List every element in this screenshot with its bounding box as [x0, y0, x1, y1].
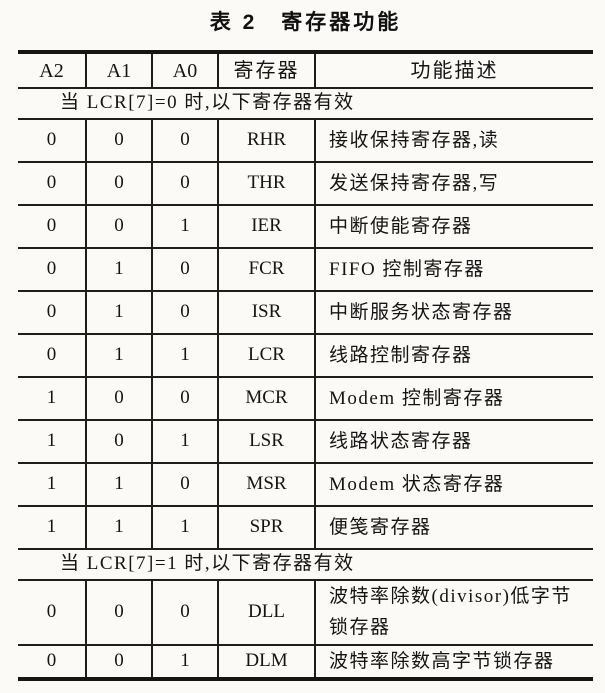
addr-a0-cell: 1	[152, 204, 219, 249]
table-row: 0 1 0 ISR 中断服务状态寄存器	[18, 290, 593, 335]
table-header-row: A2 A1 A0 寄存器 功能描述	[18, 51, 593, 89]
description-cell: 线路状态寄存器	[315, 419, 593, 464]
register-name-cell: DLM	[218, 643, 316, 681]
register-name-cell: FCR	[218, 247, 316, 292]
addr-a2-cell: 1	[18, 419, 87, 464]
addr-a2-cell: 0	[18, 204, 87, 249]
addr-a0-cell: 0	[152, 290, 219, 335]
addr-a0-cell: 0	[152, 247, 219, 292]
addr-a0-cell: 0	[152, 118, 219, 163]
register-name-cell: ISR	[218, 290, 316, 335]
table-row: 1 1 1 SPR 便笺寄存器	[18, 505, 593, 550]
column-header-a1: A1	[86, 51, 153, 89]
table-row: 0 0 0 THR 发送保持寄存器,写	[18, 161, 593, 206]
addr-a2-cell: 0	[18, 118, 87, 163]
addr-a2-cell: 0	[18, 333, 87, 378]
section-row-lcr7-0: 当 LCR[7]=0 时,以下寄存器有效	[18, 87, 593, 120]
description-cell: 便笺寄存器	[315, 505, 593, 550]
addr-a2-cell: 1	[18, 376, 87, 421]
table-row: 0 0 0 DLL 波特率除数(divisor)低字节锁存器	[18, 579, 593, 646]
column-header-register: 寄存器	[218, 51, 316, 89]
table-row: 0 0 1 IER 中断使能寄存器	[18, 204, 593, 249]
register-name-cell: MSR	[218, 462, 316, 507]
addr-a2-cell: 1	[18, 505, 87, 550]
description-cell: 发送保持寄存器,写	[315, 161, 593, 206]
description-cell: 中断服务状态寄存器	[315, 290, 593, 335]
table-row: 0 1 1 LCR 线路控制寄存器	[18, 333, 593, 378]
register-function-table: A2 A1 A0 寄存器 功能描述 当 LCR[7]=0 时,以下寄存器有效 0…	[18, 50, 593, 682]
addr-a0-cell: 0	[152, 462, 219, 507]
addr-a1-cell: 0	[86, 376, 153, 421]
addr-a1-cell: 1	[86, 333, 153, 378]
table-row: 0 0 1 DLM 波特率除数高字节锁存器	[18, 643, 593, 681]
addr-a0-cell: 1	[152, 419, 219, 464]
register-name-cell: LSR	[218, 419, 316, 464]
addr-a0-cell: 1	[152, 643, 219, 681]
addr-a1-cell: 1	[86, 247, 153, 292]
description-cell: Modem 控制寄存器	[315, 376, 593, 421]
table-row: 0 0 0 RHR 接收保持寄存器,读	[18, 118, 593, 163]
register-name-cell: THR	[218, 161, 316, 206]
addr-a1-cell: 0	[86, 118, 153, 163]
register-name-cell: RHR	[218, 118, 316, 163]
addr-a1-cell: 0	[86, 204, 153, 249]
addr-a2-cell: 1	[18, 462, 87, 507]
description-cell: 线路控制寄存器	[315, 333, 593, 378]
addr-a1-cell: 1	[86, 462, 153, 507]
addr-a0-cell: 0	[152, 161, 219, 206]
addr-a1-cell: 0	[86, 419, 153, 464]
section-label: 当 LCR[7]=1 时,以下寄存器有效	[18, 548, 593, 581]
description-cell: FIFO 控制寄存器	[315, 247, 593, 292]
addr-a1-cell: 0	[86, 579, 153, 646]
addr-a1-cell: 1	[86, 505, 153, 550]
column-header-a0: A0	[152, 51, 219, 89]
section-row-lcr7-1: 当 LCR[7]=1 时,以下寄存器有效	[18, 548, 593, 581]
register-name-cell: DLL	[218, 579, 316, 646]
addr-a2-cell: 0	[18, 643, 87, 681]
table-title: 表 2 寄存器功能	[209, 11, 402, 34]
addr-a1-cell: 1	[86, 290, 153, 335]
table-row: 1 0 1 LSR 线路状态寄存器	[18, 419, 593, 464]
register-name-cell: SPR	[218, 505, 316, 550]
description-cell: 波特率除数(divisor)低字节锁存器	[315, 579, 593, 646]
register-name-cell: IER	[218, 204, 316, 249]
table-row: 0 1 0 FCR FIFO 控制寄存器	[18, 247, 593, 292]
section-label: 当 LCR[7]=0 时,以下寄存器有效	[18, 87, 593, 120]
addr-a2-cell: 0	[18, 579, 87, 646]
description-cell: Modem 状态寄存器	[315, 462, 593, 507]
addr-a2-cell: 0	[18, 161, 87, 206]
register-name-cell: LCR	[218, 333, 316, 378]
addr-a2-cell: 0	[18, 247, 87, 292]
column-header-a2: A2	[18, 51, 87, 89]
addr-a0-cell: 1	[152, 333, 219, 378]
addr-a0-cell: 0	[152, 376, 219, 421]
register-name-cell: MCR	[218, 376, 316, 421]
addr-a1-cell: 0	[86, 643, 153, 681]
table-row: 1 0 0 MCR Modem 控制寄存器	[18, 376, 593, 421]
addr-a0-cell: 1	[152, 505, 219, 550]
description-cell: 接收保持寄存器,读	[315, 118, 593, 163]
addr-a2-cell: 0	[18, 290, 87, 335]
table-row: 1 1 0 MSR Modem 状态寄存器	[18, 462, 593, 507]
addr-a0-cell: 0	[152, 579, 219, 646]
description-cell: 中断使能寄存器	[315, 204, 593, 249]
addr-a1-cell: 0	[86, 161, 153, 206]
description-cell: 波特率除数高字节锁存器	[315, 643, 593, 681]
column-header-description: 功能描述	[315, 51, 593, 89]
